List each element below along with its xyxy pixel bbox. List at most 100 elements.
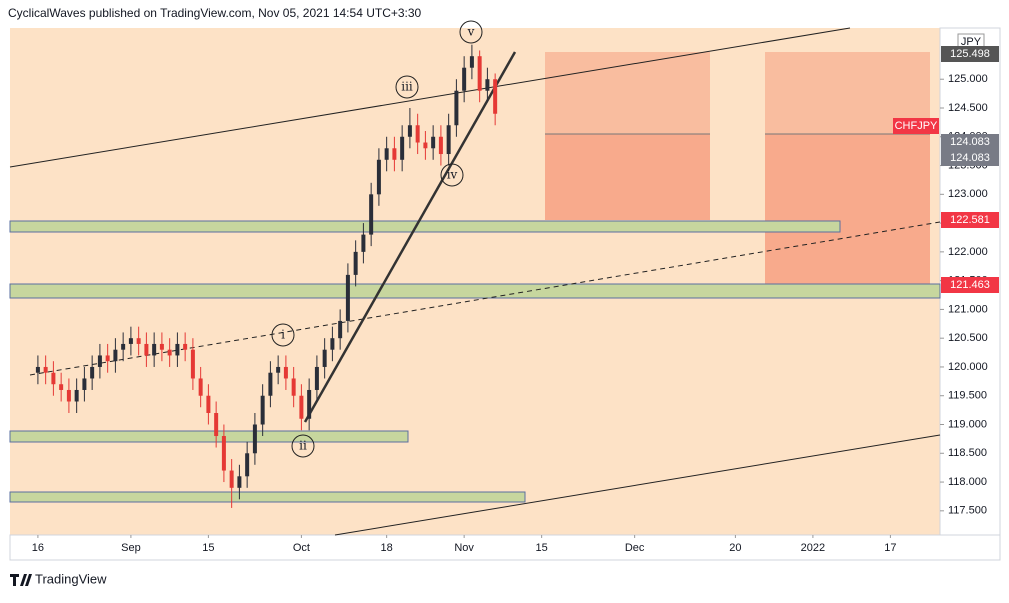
candle-body [183,343,188,350]
candle-body [43,366,48,373]
candle-body [415,125,420,143]
support-zone [9,220,841,233]
price-tag-label: 121.463 [950,279,990,291]
candle-body [477,56,482,91]
candle-body [214,412,219,437]
candle-body [97,355,102,367]
wave-label: v [467,25,475,39]
candle-body [423,142,428,149]
candle-body [462,67,467,91]
y-tick-label: 124.500 [948,102,988,114]
symbol: CHFJPY [895,120,938,132]
support-zone [9,491,526,503]
candle-body [252,424,257,454]
y-tick-label: 123.000 [948,188,988,200]
y-tick-label: 125.000 [948,73,988,85]
stop-zone [765,134,930,284]
candle-body [51,372,56,385]
candle-body [237,476,242,488]
y-tick-label: 120.500 [948,332,988,344]
candle-body [105,355,110,362]
candle-body [361,234,366,252]
candle-body [260,395,265,425]
candle-body [245,453,250,477]
candle-body [438,136,443,155]
price-tag-label: 124.083 [950,136,990,148]
candle-body [152,343,157,356]
candle-body [190,349,195,379]
candle-body [144,343,149,356]
header: CyclicalWaves published on TradingView.c… [8,6,422,20]
candle-body [167,349,172,356]
candle-body [175,343,180,356]
candle-body [221,436,226,471]
y-tick-label: 118.500 [948,447,987,459]
y-tick-label: 119.500 [948,390,987,402]
candle-body [353,251,358,275]
candle-body [276,366,281,373]
wave-label: ii [299,439,307,453]
candle-body [291,378,296,396]
candle-body [314,366,319,390]
candle-body [338,320,343,339]
price-tag-label: 124.083 [950,152,990,164]
candle-body [322,349,327,367]
candle-body [345,274,350,321]
support-zone [9,430,409,443]
candle-body [469,56,474,68]
stop-zone [545,134,710,220]
wave-label: i [281,328,285,342]
candle-body [113,349,118,362]
target-zone [545,52,710,134]
footer-text: TradingView [35,571,107,586]
x-tick-label: 16 [32,542,44,554]
candle-body [82,378,87,390]
candle-body [35,366,40,373]
candle-body [198,378,203,396]
time-axis [9,534,1001,561]
wave-label: iv [447,168,458,182]
wave-circle [440,163,464,187]
candle-body [431,136,436,149]
y-tick-label: 117.500 [948,505,987,517]
y-tick-label: 119.000 [948,418,987,430]
candle-body [283,366,288,379]
wave-circle [271,323,295,347]
x-tick-label: Sep [121,542,141,554]
x-tick-label: Dec [625,542,645,554]
support-zone [9,283,941,299]
candle-body [74,389,79,402]
symbol-tag [893,118,939,134]
price-tag [941,212,999,228]
candle-body [59,384,64,390]
x-tick-label: 20 [729,542,741,554]
candle-body [128,338,133,344]
price-tag-label: 122.581 [950,214,990,226]
candle-body [121,343,126,350]
drawings [9,27,941,536]
wave-circle [395,75,419,99]
candle-body [369,194,374,235]
channel-line [9,27,851,168]
x-tick-label: 15 [202,542,214,554]
x-tick-label: 15 [536,542,548,554]
wave-labels: i ii iii iv v [271,20,483,458]
wave-circle [459,20,483,44]
price-tag [941,277,999,293]
candle-body [454,90,459,126]
candles [35,44,498,508]
candle-body [392,148,397,160]
candle-body [493,79,498,114]
candle-body [268,372,273,396]
currency: JPY [961,36,982,48]
candle-body [485,79,490,91]
x-tick-label: Oct [293,542,310,554]
candle-body [229,470,234,488]
trend-line [303,51,517,423]
candle-body [206,395,211,413]
y-tick-label: 121.000 [948,303,988,315]
price-tag-label: 125.498 [950,48,990,60]
candle-body [299,395,304,419]
